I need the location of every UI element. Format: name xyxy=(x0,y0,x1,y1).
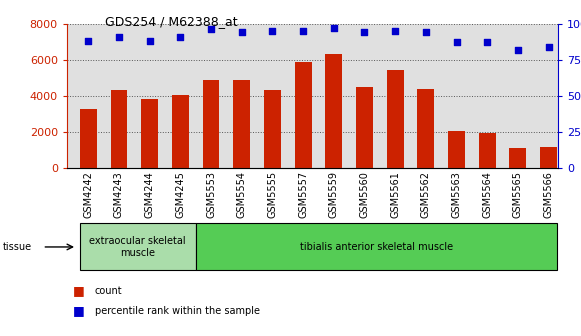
Bar xyxy=(80,109,96,168)
Bar xyxy=(264,90,281,168)
Bar xyxy=(141,99,158,168)
Point xyxy=(268,28,277,34)
Bar xyxy=(417,89,434,168)
Text: tissue: tissue xyxy=(3,242,32,252)
Bar xyxy=(387,70,404,168)
Point xyxy=(544,44,553,49)
Point xyxy=(421,30,431,35)
Text: extraocular skeletal
muscle: extraocular skeletal muscle xyxy=(89,236,186,258)
Text: tibialis anterior skeletal muscle: tibialis anterior skeletal muscle xyxy=(300,242,453,252)
Text: count: count xyxy=(95,286,123,296)
Bar xyxy=(479,133,496,168)
Point xyxy=(84,38,93,44)
Point xyxy=(145,38,155,44)
Point xyxy=(360,30,369,35)
Point xyxy=(513,47,522,52)
Point xyxy=(390,28,400,34)
Text: GDS254 / M62388_at: GDS254 / M62388_at xyxy=(105,15,237,28)
Point xyxy=(206,27,216,32)
Point xyxy=(329,25,338,31)
Bar xyxy=(234,80,250,168)
Bar xyxy=(448,131,465,168)
Text: ■: ■ xyxy=(73,304,84,317)
Point xyxy=(299,28,308,34)
Bar xyxy=(356,87,373,168)
Bar xyxy=(110,90,127,168)
Bar xyxy=(510,148,526,168)
Bar xyxy=(172,95,189,168)
Bar xyxy=(203,80,220,168)
Bar xyxy=(540,147,557,168)
Point xyxy=(114,34,124,39)
Point xyxy=(452,40,461,45)
Point xyxy=(175,34,185,39)
Bar xyxy=(325,54,342,168)
Point xyxy=(237,30,246,35)
Text: ■: ■ xyxy=(73,284,84,297)
Bar xyxy=(295,62,311,168)
Point xyxy=(483,40,492,45)
Text: percentile rank within the sample: percentile rank within the sample xyxy=(95,306,260,316)
